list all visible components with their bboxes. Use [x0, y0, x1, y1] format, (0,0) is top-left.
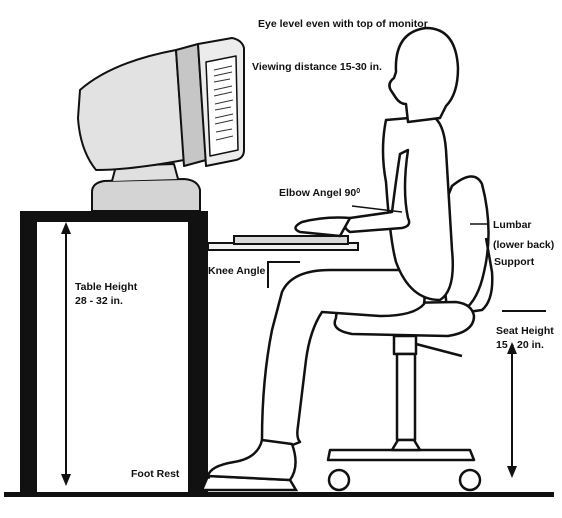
seat-height-arrow	[507, 342, 517, 478]
floor-line	[4, 492, 554, 497]
chair	[326, 175, 494, 462]
lumbar-label-line3: Support	[494, 256, 535, 268]
table-height-label-line1: Table Height	[75, 281, 138, 293]
keyboard-tray	[207, 235, 359, 251]
lumbar-label-line1: Lumbar	[493, 219, 532, 231]
monitor-screen-text	[213, 65, 234, 141]
table	[20, 211, 208, 493]
seat-height-label-line1: Seat Height	[496, 325, 554, 337]
knee-angle-label: Knee Angle	[208, 265, 266, 277]
table-height-arrow	[61, 222, 71, 486]
foot-rest-label: Foot Rest	[131, 468, 180, 480]
lumbar-label-line2: (lower back)	[493, 239, 555, 251]
eye-level-label: Eye level even with top of monitor	[258, 18, 428, 30]
seat-height-label-line2: 15 - 20 in.	[496, 339, 544, 351]
elbow-angle-label: Elbow Angel 900	[279, 187, 360, 200]
elbow-angle-degree: 0	[356, 188, 361, 195]
elbow-angle-pointer	[351, 205, 403, 213]
viewing-distance-label: Viewing distance 15-30 in.	[252, 61, 382, 73]
chair-casters	[327, 468, 482, 492]
monitor	[77, 37, 245, 212]
knee-angle-marker	[267, 261, 300, 288]
seated-person	[206, 26, 460, 482]
table-height-label-line2: 28 - 32 in.	[75, 295, 123, 307]
elbow-angle-text: Elbow Angel 90	[279, 187, 357, 199]
